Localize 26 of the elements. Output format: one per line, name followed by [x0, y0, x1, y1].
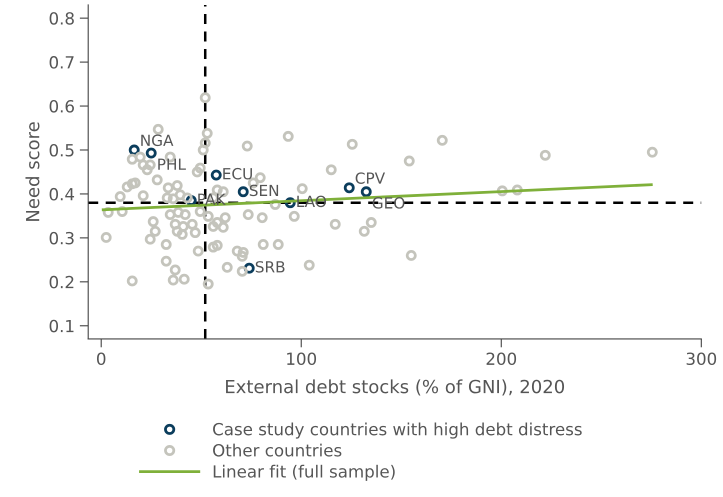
- x-tick-label: 100: [287, 352, 316, 366]
- x-tick-label: 0: [97, 352, 106, 366]
- annotation: ECU: [223, 168, 252, 180]
- annotation: PAK: [198, 194, 226, 205]
- x-tick-label: 300: [686, 352, 716, 366]
- y-axis-title: Need score: [25, 122, 40, 221]
- y-tick-label: 0.8: [50, 12, 74, 25]
- annotation: PHL: [158, 158, 186, 170]
- annotation: GEO: [372, 197, 404, 209]
- x-axis-title: External debt stocks (% of GNI), 2020: [226, 379, 564, 396]
- y-tick-label: 0.2: [50, 276, 74, 288]
- y-tick-label: 0.4: [50, 188, 74, 201]
- annotation: SEN: [250, 184, 278, 196]
- y-tick-label: 0.1: [50, 320, 74, 332]
- annotation: CPV: [356, 172, 386, 184]
- y-tick-label: 0.7: [50, 56, 74, 69]
- y-tick-label: 0.6: [50, 100, 74, 113]
- annotation: SRB: [256, 261, 285, 273]
- y-tick-label: 0.5: [50, 144, 74, 157]
- legend-label: Case study countries with high debt distress: [213, 422, 582, 439]
- annotation: NGA: [141, 134, 174, 146]
- y-tick-label: 0.3: [50, 232, 74, 244]
- legend-label: Linear fit (full sample): [214, 464, 395, 481]
- x-tick-label: 200: [486, 352, 516, 366]
- legend-label: Other countries: [213, 444, 342, 457]
- annotation: LAO: [297, 196, 326, 208]
